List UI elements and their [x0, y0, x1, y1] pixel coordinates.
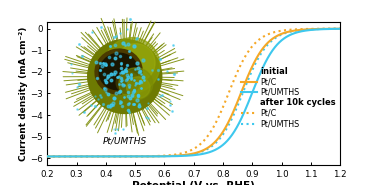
Text: Pt/UMTHS: Pt/UMTHS: [102, 137, 147, 146]
Ellipse shape: [127, 77, 150, 98]
Circle shape: [104, 38, 160, 93]
X-axis label: Potential (V vs. RHE): Potential (V vs. RHE): [132, 181, 255, 185]
Ellipse shape: [119, 68, 153, 100]
Ellipse shape: [116, 72, 139, 93]
Circle shape: [116, 44, 155, 82]
Ellipse shape: [96, 51, 141, 92]
Legend: initial, Pt/C, Pt/UMTHS, after 10k cycles, Pt/C, Pt/UMTHS: initial, Pt/C, Pt/UMTHS, after 10k cycle…: [241, 67, 336, 128]
Y-axis label: Current density (mA cm⁻²): Current density (mA cm⁻²): [19, 26, 28, 161]
Circle shape: [88, 39, 162, 113]
